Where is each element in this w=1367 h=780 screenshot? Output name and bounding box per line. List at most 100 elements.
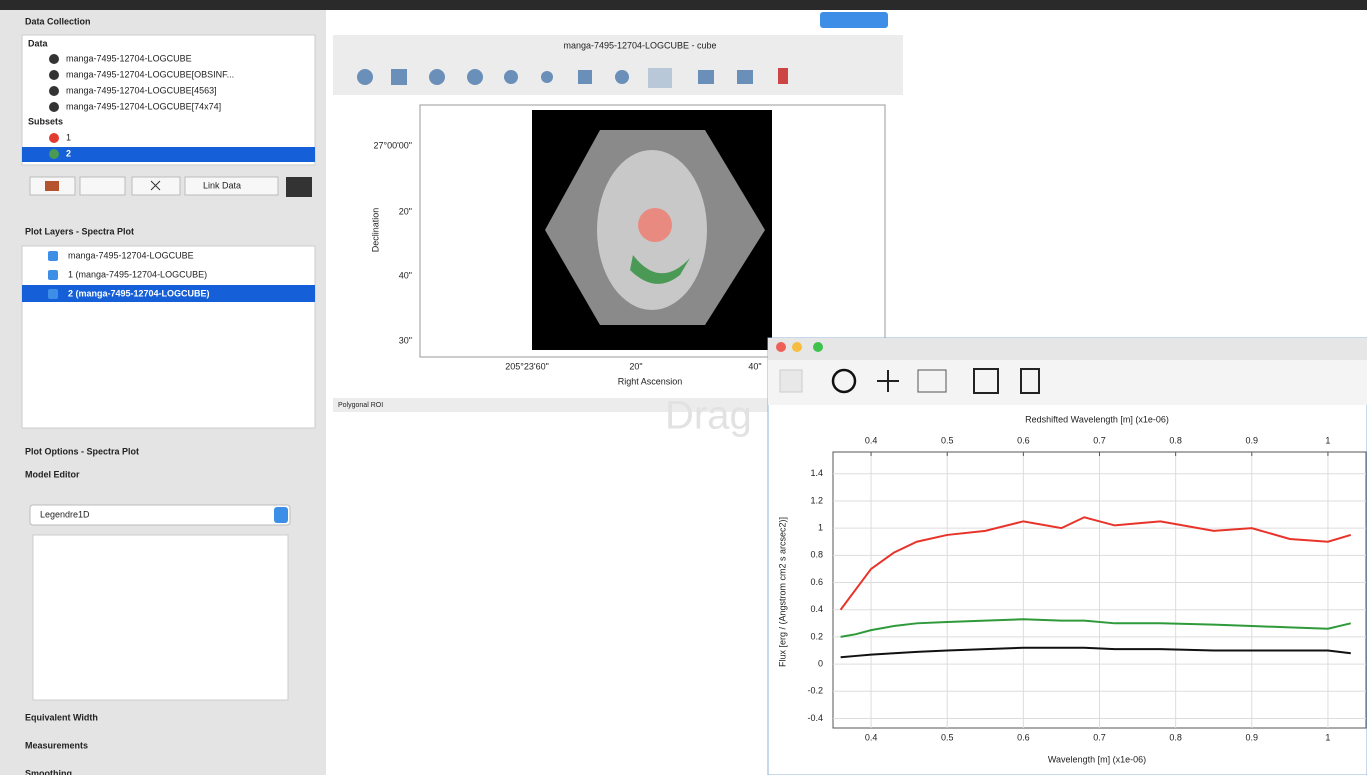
tool-icon[interactable] — [467, 69, 483, 85]
section-header[interactable]: Smoothing — [25, 768, 72, 778]
subset-1-roi — [638, 208, 672, 242]
y-tick-label: 20" — [399, 206, 412, 216]
data-item[interactable]: manga-7495-12704-LOGCUBE[OBSINF... — [66, 69, 234, 79]
subset-dot — [49, 149, 59, 159]
y-tick-label: -0.4 — [807, 713, 823, 723]
tool-icon[interactable] — [615, 70, 629, 84]
tool-icon[interactable] — [778, 68, 788, 84]
combo-value: Legendre1D — [40, 509, 90, 519]
x-tick-label: 205°23'60" — [505, 361, 549, 371]
data-list — [21, 34, 316, 166]
layer-item[interactable]: 1 (manga-7495-12704-LOGCUBE) — [68, 269, 207, 279]
cube-toolbar — [357, 68, 788, 88]
x-tick-label: 0.5 — [941, 732, 954, 742]
tool-icon[interactable] — [578, 70, 592, 84]
y-tick-label: 1.4 — [810, 468, 823, 478]
tool-icon[interactable] — [648, 68, 672, 88]
tool-icon[interactable] — [1020, 368, 1040, 394]
spectrum-line — [839, 516, 1352, 611]
subset-2-roi — [630, 255, 690, 284]
y-tick-label: 30" — [399, 335, 412, 345]
data-dot — [49, 54, 59, 64]
info-icon[interactable] — [831, 368, 857, 394]
checkbox[interactable] — [48, 270, 58, 280]
button[interactable] — [286, 177, 312, 197]
panel-title: Plot Layers - Spectra Plot — [25, 226, 134, 236]
tool-icon[interactable] — [541, 71, 553, 83]
x-tick-label: 0.4 — [865, 732, 878, 742]
selected-row[interactable] — [22, 285, 315, 302]
zoom-button[interactable] — [813, 342, 823, 352]
spectrum-line — [840, 618, 1352, 638]
top-tick-label: 1 — [1325, 435, 1330, 445]
y-tick-label: 1 — [818, 523, 823, 533]
panel-title: Data Collection — [25, 16, 91, 26]
tool-icon[interactable] — [917, 369, 947, 393]
y-tick-label: 0.6 — [810, 577, 823, 587]
checkbox[interactable] — [48, 289, 58, 299]
button-label: Link Data — [203, 180, 241, 190]
spectrum-toolbar — [768, 360, 1367, 405]
data-dot — [49, 70, 59, 80]
top-tick-label: 0.7 — [1093, 435, 1106, 445]
tool-icon[interactable] — [737, 70, 753, 84]
combo-arrow[interactable] — [274, 507, 288, 523]
top-tick-label: 0.9 — [1246, 435, 1259, 445]
button[interactable] — [184, 176, 279, 196]
data-item[interactable]: manga-7495-12704-LOGCUBE[74x74] — [66, 101, 221, 111]
drag-hint: Drag — [665, 394, 752, 438]
y-tick-label: 27°00'00" — [373, 140, 412, 150]
x-tick-label: 0.6 — [1017, 732, 1030, 742]
pan-icon[interactable] — [877, 370, 899, 392]
subset-item[interactable]: 2 — [66, 148, 71, 158]
top-bar — [0, 0, 1367, 10]
model-combo[interactable] — [29, 504, 291, 526]
x-tick-label: 0.9 — [1246, 732, 1259, 742]
subset-dot — [49, 133, 59, 143]
section-label: Model Editor — [25, 469, 80, 479]
x-axis-label: Right Ascension — [618, 376, 683, 386]
top-tick-label: 0.5 — [941, 435, 954, 445]
checkbox[interactable] — [48, 251, 58, 261]
x-tick-label: 20" — [629, 361, 642, 371]
section-header[interactable]: Equivalent Width — [25, 712, 98, 722]
tool-icon[interactable] — [698, 70, 714, 84]
y-axis-label: Declination — [370, 208, 380, 253]
x-tick-label: 0.7 — [1093, 732, 1106, 742]
layer-item[interactable]: 2 (manga-7495-12704-LOGCUBE) — [68, 288, 210, 298]
tool-icon[interactable] — [429, 69, 445, 85]
layer-list — [21, 245, 316, 429]
selected-row[interactable] — [22, 147, 315, 162]
x-axis-label: Wavelength [m] (x1e-06) — [1048, 754, 1146, 764]
close-button[interactable] — [776, 342, 786, 352]
subset-item[interactable]: 1 — [66, 132, 71, 142]
spectrum-line — [840, 646, 1351, 659]
y-tick-label: -0.2 — [807, 686, 823, 696]
button-row — [29, 176, 312, 197]
minimize-button[interactable] — [792, 342, 802, 352]
data-item[interactable]: manga-7495-12704-LOGCUBE — [66, 53, 192, 63]
tool-icon[interactable] — [391, 69, 407, 85]
top-tick-label: 0.4 — [865, 435, 878, 445]
button[interactable] — [79, 176, 126, 196]
section-header[interactable]: Measurements — [25, 740, 88, 750]
tool-icon[interactable] — [779, 369, 803, 393]
tool-icon[interactable] — [357, 69, 373, 85]
tool-icon[interactable] — [504, 70, 518, 84]
icon — [45, 181, 59, 191]
top-tick-label: 0.6 — [1017, 435, 1030, 445]
y-tick-label: 40" — [399, 270, 412, 280]
tab-button[interactable] — [820, 12, 888, 28]
model-area — [32, 534, 289, 701]
spectrum-plot: -0.4 -0.2 0 0.2 0.4 0.6 0.8 1 1.2 1.4 0.4 0.5 0.6 0.7… — [807, 435, 1367, 742]
data-dot — [49, 86, 59, 96]
roi-bar — [333, 398, 903, 412]
top-axis-label: Redshifted Wavelength [m] (x1e-06) — [1025, 414, 1169, 424]
title-bar — [768, 338, 1367, 360]
tool-icon[interactable] — [973, 368, 999, 394]
y-tick-label: 0.2 — [810, 631, 823, 641]
layer-item[interactable]: manga-7495-12704-LOGCUBE — [68, 250, 194, 260]
data-item[interactable]: manga-7495-12704-LOGCUBE[4563] — [66, 85, 217, 95]
